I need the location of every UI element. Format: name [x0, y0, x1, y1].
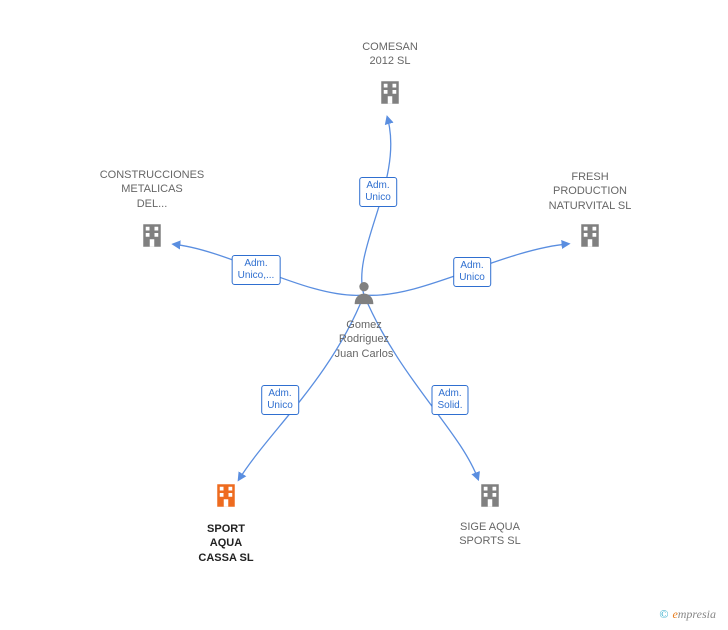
edge-role-badge: Adm. Solid. — [431, 385, 468, 415]
company-label: COMESAN 2012 SL — [330, 40, 450, 69]
watermark: ©empresia — [659, 607, 716, 622]
building-icon — [475, 481, 505, 516]
edge-role-badge: Adm. Unico,... — [232, 255, 281, 285]
building-icon — [137, 221, 167, 256]
building-icon — [375, 78, 405, 113]
center-person-label: Gomez Rodriguez Juan Carlos — [314, 318, 414, 361]
company-label: SIGE AQUA SPORTS SL — [430, 520, 550, 549]
company-label: CONSTRUCCIONES METALICAS DEL... — [92, 168, 212, 211]
building-icon — [211, 481, 241, 516]
building-icon — [575, 221, 605, 256]
watermark-rest: mpresia — [678, 607, 716, 621]
edge-role-badge: Adm. Unico — [453, 257, 491, 287]
edge-role-badge: Adm. Unico — [261, 385, 299, 415]
edge-role-badge: Adm. Unico — [359, 177, 397, 207]
diagram-canvas — [0, 0, 728, 630]
copyright-symbol: © — [659, 607, 668, 621]
company-label: FRESH PRODUCTION NATURVITAL SL — [530, 170, 650, 213]
company-label: SPORT AQUA CASSA SL — [166, 522, 286, 565]
person-icon — [350, 279, 378, 312]
